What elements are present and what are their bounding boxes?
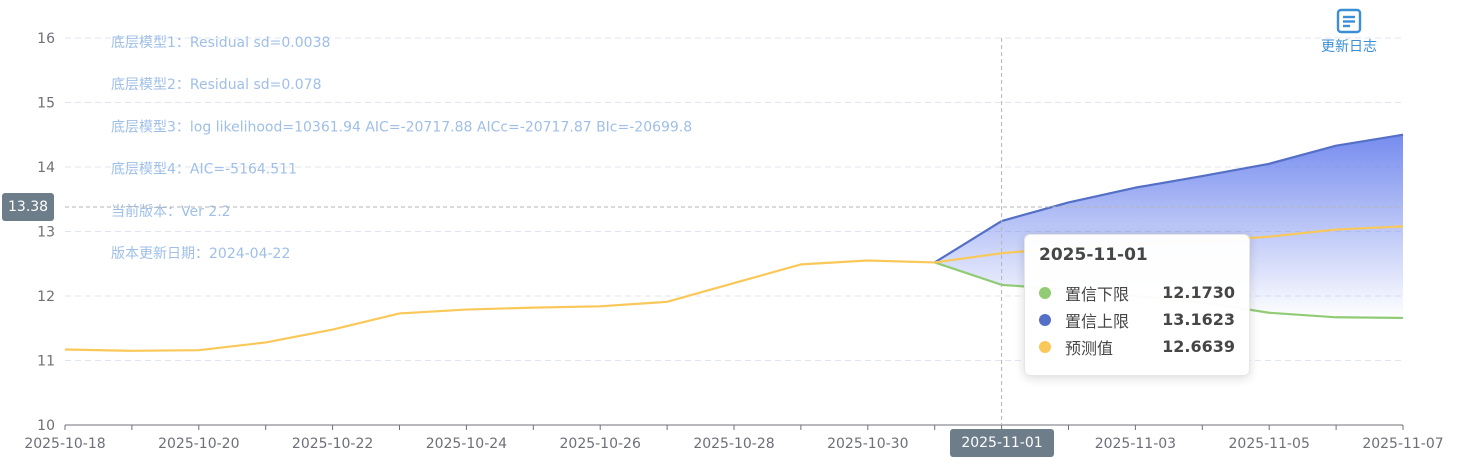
model-note: 底层模型2：Residual sd=0.078 xyxy=(111,77,321,93)
tooltip-series-name: 置信上限 xyxy=(1065,311,1130,331)
legend-dot-lower xyxy=(1039,286,1051,299)
tooltip-title: 2025-11-01 xyxy=(1039,245,1148,265)
y-tick-label: 13 xyxy=(37,225,55,241)
update-log-button[interactable]: 更新日志 xyxy=(1317,8,1381,56)
tooltip-series-name: 预测值 xyxy=(1065,338,1114,358)
axes: 10 11 12 13 14 15 16 2025-10-18 2025-10-20 2025-1… xyxy=(24,31,1443,452)
x-tick-label: 2025-11-07 xyxy=(1362,436,1443,452)
y-tick-label: 11 xyxy=(37,354,55,370)
x-tick-label: 2025-10-20 xyxy=(158,436,239,452)
series-line xyxy=(934,133,1404,264)
y-tick-label: 14 xyxy=(37,160,55,176)
x-tick-label: 2025-10-26 xyxy=(560,436,641,452)
legend-dot-upper xyxy=(1039,313,1051,326)
model-annotations: 底层模型1：Residual sd=0.0038 底层模型2：Residual s… xyxy=(111,35,692,262)
x-tick-label: 2025-10-24 xyxy=(426,436,507,452)
legend-dot-forecast xyxy=(1039,340,1051,353)
tooltip-row: 置信下限 12.1730 xyxy=(1039,279,1235,306)
tooltip-series-value: 13.1623 xyxy=(1162,310,1235,329)
x-tick-label: 2025-10-18 xyxy=(24,436,105,452)
tooltip-row: 预测值 12.6639 xyxy=(1039,333,1235,360)
model-note: 底层模型3：log likelihood=10361.94 AIC=-20717… xyxy=(111,119,692,135)
model-note: 版本更新日期：2024-04-22 xyxy=(111,246,290,262)
y-tick-label: 16 xyxy=(37,31,55,47)
y-tick-label: 12 xyxy=(37,289,55,305)
model-note: 底层模型1：Residual sd=0.0038 xyxy=(111,35,330,51)
y-tick-label: 10 xyxy=(37,418,55,434)
tooltip-series-value: 12.6639 xyxy=(1162,337,1235,356)
tooltip-series-value: 12.1730 xyxy=(1162,283,1235,302)
x-tick-label: 2025-11-05 xyxy=(1229,436,1310,452)
x-tick-label: 2025-10-28 xyxy=(693,436,774,452)
model-note: 当前版本：Ver 2.2 xyxy=(111,203,231,220)
y-tick-label: 15 xyxy=(37,96,55,112)
chart-tooltip: 2025-11-01 置信下限 12.1730 置信上限 13.1623 预测值… xyxy=(1024,234,1250,376)
document-icon xyxy=(1336,8,1362,34)
axis-pointer-y-label: 13.38 xyxy=(2,193,55,221)
update-log-label: 更新日志 xyxy=(1321,39,1377,55)
tooltip-series-name: 置信下限 xyxy=(1065,284,1130,304)
x-tick-label: 2025-11-03 xyxy=(1095,436,1176,452)
axis-pointer-x-label: 2025-11-01 xyxy=(950,429,1054,457)
x-tick-label: 2025-10-22 xyxy=(292,436,373,452)
tooltip-row: 置信上限 13.1623 xyxy=(1039,306,1235,333)
model-note: 底层模型4：AIC=-5164.511 xyxy=(111,162,297,178)
axis-pointer-lines xyxy=(65,38,1403,425)
x-tick-label: 2025-10-30 xyxy=(827,436,908,452)
